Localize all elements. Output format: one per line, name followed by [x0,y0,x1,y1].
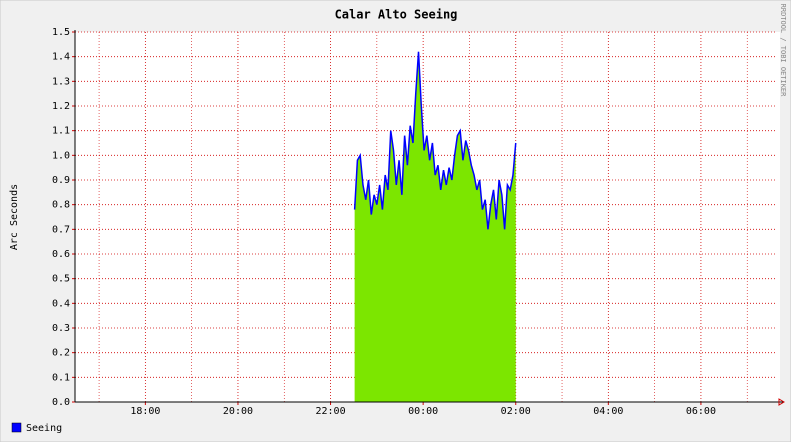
watermark: RRDTOOL / TOBI OETIKER [779,4,787,98]
y-tick-label: 0.2 [52,348,70,359]
line [353,51,517,230]
y-tick-label: 1.1 [52,126,70,137]
y-tick-label: 1.0 [52,150,70,161]
y-tick-label: 0.5 [52,274,70,285]
y-tick-label: 0.4 [52,298,70,309]
x-tick-label: 18:00 [130,406,160,417]
x-axis-arrow [778,398,785,406]
y-tick-label: 0.0 [52,397,70,408]
area [354,51,516,402]
y-tick-label: 0.6 [52,249,70,260]
y-tick-label: 0.1 [52,372,70,383]
x-tick-label: 20:00 [223,406,253,417]
y-tick-label: 0.8 [52,200,70,211]
chart-title: Calar Alto Seeing [335,8,458,22]
x-tick-label: 04:00 [593,406,623,417]
y-tick-label: 1.2 [52,101,70,112]
legend-label: Seeing [26,423,62,434]
y-tick-label: 1.5 [52,27,70,38]
y-tick-label: 1.4 [52,52,70,63]
x-tick-label: 22:00 [316,406,346,417]
y-tick-label: 0.7 [52,224,70,235]
y-tick-label: 0.3 [52,323,70,334]
x-tick-label: 02:00 [501,406,531,417]
x-tick-label: 06:00 [686,406,716,417]
x-tick-label: 00:00 [408,406,438,417]
legend-swatch [11,422,22,433]
y-axis-label: Arc Seconds [9,184,20,250]
y-tick-label: 1.3 [52,76,70,87]
y-tick-label: 0.9 [52,175,70,186]
